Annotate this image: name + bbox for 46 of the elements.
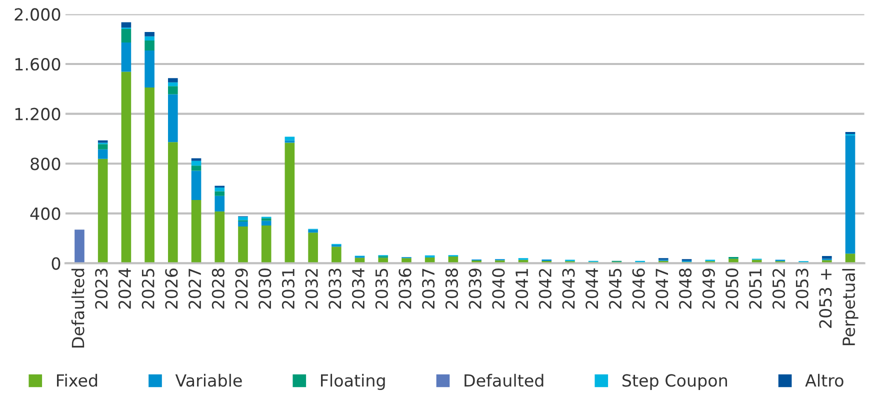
y-tick-label: 400	[30, 207, 60, 220]
legend-label: Altro	[805, 374, 844, 387]
x-tick-label: 2032	[305, 269, 318, 309]
x-tick-label: 2040	[492, 268, 505, 309]
x-tick-label: 2023	[95, 268, 108, 309]
x-tick-label: Defaulted	[71, 268, 84, 348]
x-tick-label: 2026	[165, 268, 178, 309]
x-tick-label: 2048	[678, 268, 692, 309]
x-tick-label: 2049	[702, 268, 715, 309]
y-tick-label: 1.200	[15, 108, 60, 120]
legend-label: Floating	[321, 374, 385, 390]
x-tick-label: 2028	[212, 268, 224, 309]
x-tick-label: 2029	[235, 268, 248, 309]
x-tick-label: 2039	[468, 268, 482, 309]
x-tick-label: 2053 +	[819, 269, 832, 328]
legend-label: Defaulted	[464, 374, 544, 387]
y-tick-label: 0	[52, 257, 60, 270]
x-tick-label: 2033	[328, 268, 342, 309]
legend-label: Fixed	[57, 374, 98, 387]
x-tick-label: 2038	[445, 268, 458, 309]
y-tick-label: 800	[30, 158, 60, 170]
x-tick-label: 2041	[515, 268, 528, 309]
x-tick-label: 2052	[772, 269, 786, 309]
x-tick-label: Perpetual	[842, 268, 858, 346]
x-tick-label: 2036	[398, 268, 412, 309]
x-tick-label: 2045	[608, 268, 622, 309]
x-tick-label: 2024	[118, 268, 132, 309]
x-tick-label: 2025	[142, 268, 154, 309]
legend-label: Variable	[175, 374, 242, 387]
x-tick-label: 2046	[632, 268, 645, 309]
legend-label: Step Coupon	[622, 374, 727, 390]
x-tick-label: 2037	[422, 268, 435, 309]
x-tick-label: 2050	[726, 268, 738, 309]
x-tick-label: 2044	[586, 268, 598, 309]
y-tick-label: 2.000	[14, 8, 60, 21]
x-tick-label: 2034	[352, 268, 365, 309]
x-tick-label: 2035	[375, 268, 388, 309]
x-tick-label: 2043	[562, 268, 575, 309]
x-tick-label: 2051	[749, 268, 762, 309]
x-tick-label: 2042	[538, 269, 552, 309]
y-tick-label: 1.600	[15, 58, 60, 71]
x-tick-label: 2047	[656, 268, 668, 309]
x-tick-label: 2030	[258, 268, 272, 309]
x-tick-label: 2053	[796, 268, 808, 309]
x-tick-label: 2027	[188, 268, 202, 309]
x-tick-label: 2031	[282, 268, 295, 309]
